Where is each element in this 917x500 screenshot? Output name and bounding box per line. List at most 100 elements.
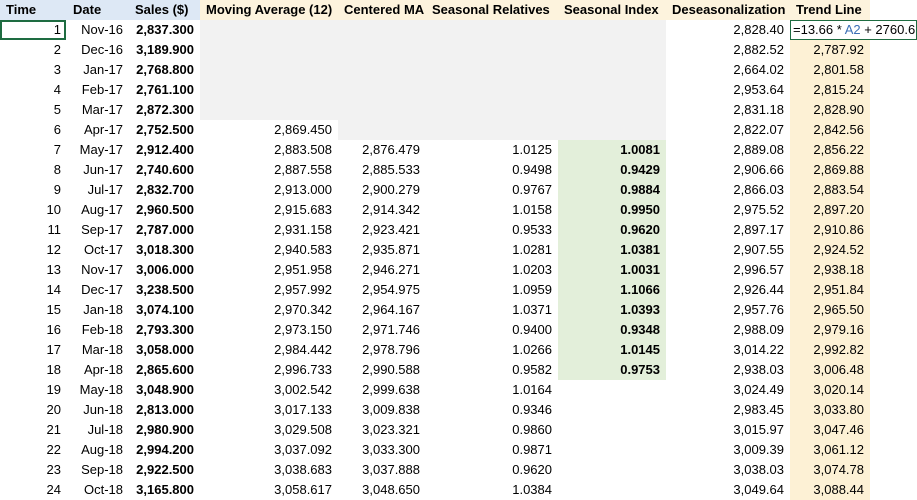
- cell-centered-ma[interactable]: 2,923.421: [362, 222, 420, 237]
- cell-trend-line[interactable]: 2,828.90: [790, 100, 870, 120]
- cell-trend-line[interactable]: 3,074.78: [790, 460, 870, 480]
- cell-seasonal-index[interactable]: [558, 420, 666, 440]
- cell-date[interactable]: Sep-18: [81, 462, 123, 477]
- cell-date[interactable]: Mar-17: [81, 102, 123, 117]
- cell-deseasonalization[interactable]: 2,975.52: [733, 202, 784, 217]
- trend-line-formula-cell[interactable]: =13.66 * A2 + 2760.6: [790, 20, 917, 40]
- cell-trend-line[interactable]: 2,842.56: [790, 120, 870, 140]
- cell-seasonal-relative[interactable]: 1.0158: [512, 202, 552, 217]
- cell-time[interactable]: 3: [53, 62, 61, 77]
- cell-date[interactable]: Mar-18: [81, 342, 123, 357]
- cell-trend-line[interactable]: 3,033.80: [790, 400, 870, 420]
- cell-moving-average[interactable]: [200, 60, 338, 80]
- cell-deseasonalization[interactable]: 3,049.64: [733, 482, 784, 497]
- cell-moving-average[interactable]: 3,038.683: [274, 462, 332, 477]
- cell-seasonal-relative[interactable]: 1.0203: [512, 262, 552, 277]
- cell-seasonal-index[interactable]: 0.9429: [558, 160, 666, 180]
- cell-moving-average[interactable]: 3,037.092: [274, 442, 332, 457]
- cell-centered-ma[interactable]: 2,978.796: [362, 342, 420, 357]
- cell-deseasonalization[interactable]: 2,828.40: [733, 22, 784, 37]
- cell-deseasonalization[interactable]: 2,907.55: [733, 242, 784, 257]
- cell-trend-line[interactable]: 2,910.86: [790, 220, 870, 240]
- cell-deseasonalization[interactable]: 2,988.09: [733, 322, 784, 337]
- cell-trend-line[interactable]: 2,965.50: [790, 300, 870, 320]
- cell-date[interactable]: Nov-17: [81, 262, 123, 277]
- cell-deseasonalization[interactable]: 2,926.44: [733, 282, 784, 297]
- cell-trend-line[interactable]: 3,061.12: [790, 440, 870, 460]
- cell-time[interactable]: 20: [46, 402, 61, 417]
- cell-centered-ma[interactable]: 3,033.300: [362, 442, 420, 457]
- cell-seasonal-index[interactable]: [558, 400, 666, 420]
- cell-centered-ma[interactable]: 2,935.871: [362, 242, 420, 257]
- cell-seasonal-index[interactable]: 1.1066: [558, 280, 666, 300]
- header-deseasonalization[interactable]: Deseasonalization: [666, 0, 790, 20]
- cell-date[interactable]: Jun-18: [83, 402, 123, 417]
- cell-seasonal-relative[interactable]: 0.9498: [512, 162, 552, 177]
- cell-centered-ma[interactable]: 2,914.342: [362, 202, 420, 217]
- cell-moving-average[interactable]: [200, 40, 338, 60]
- cell-seasonal-relative[interactable]: 0.9620: [512, 462, 552, 477]
- cell-sales[interactable]: 3,006.000: [136, 262, 194, 277]
- header-seasonal-index[interactable]: Seasonal Index: [558, 0, 666, 20]
- cell-trend-line[interactable]: 2,924.52: [790, 240, 870, 260]
- cell-moving-average[interactable]: 2,869.450: [274, 122, 332, 137]
- cell-time[interactable]: 5: [53, 102, 61, 117]
- cell-seasonal-relative[interactable]: [426, 80, 558, 100]
- cell-seasonal-relative[interactable]: 0.9533: [512, 222, 552, 237]
- header-moving-average[interactable]: Moving Average (12): [200, 0, 338, 20]
- cell-deseasonalization[interactable]: 2,906.66: [733, 162, 784, 177]
- cell-centered-ma[interactable]: 3,009.838: [362, 402, 420, 417]
- cell-sales[interactable]: 3,189.900: [136, 42, 194, 57]
- cell-seasonal-index[interactable]: [558, 40, 666, 60]
- cell-seasonal-relative[interactable]: [426, 120, 558, 140]
- cell-seasonal-index[interactable]: 0.9950: [558, 200, 666, 220]
- cell-time[interactable]: 15: [46, 302, 61, 317]
- cell-date[interactable]: Jan-17: [83, 62, 123, 77]
- cell-centered-ma[interactable]: 2,999.638: [362, 382, 420, 397]
- cell-trend-line[interactable]: 2,992.82: [790, 340, 870, 360]
- cell-trend-line[interactable]: 2,951.84: [790, 280, 870, 300]
- cell-date[interactable]: Feb-18: [81, 322, 123, 337]
- cell-moving-average[interactable]: 2,883.508: [274, 142, 332, 157]
- cell-time[interactable]: 24: [46, 482, 61, 497]
- cell-seasonal-relative[interactable]: 0.9346: [512, 402, 552, 417]
- cell-moving-average[interactable]: 2,970.342: [274, 302, 332, 317]
- cell-centered-ma[interactable]: [338, 40, 426, 60]
- cell-time[interactable]: 13: [46, 262, 61, 277]
- cell-seasonal-relative[interactable]: [426, 20, 558, 40]
- cell-moving-average[interactable]: 3,058.617: [274, 482, 332, 497]
- cell-seasonal-relative[interactable]: 1.0371: [512, 302, 552, 317]
- cell-moving-average[interactable]: 2,915.683: [274, 202, 332, 217]
- cell-date[interactable]: Jan-18: [83, 302, 123, 317]
- cell-sales[interactable]: 2,960.500: [136, 202, 194, 217]
- cell-moving-average[interactable]: 3,029.508: [274, 422, 332, 437]
- cell-centered-ma[interactable]: 2,885.533: [362, 162, 420, 177]
- cell-sales[interactable]: 3,018.300: [136, 242, 194, 257]
- cell-sales[interactable]: 2,922.500: [136, 462, 194, 477]
- cell-seasonal-index[interactable]: 0.9348: [558, 320, 666, 340]
- cell-time[interactable]: 4: [53, 82, 61, 97]
- cell-trend-line[interactable]: 2,856.22: [790, 140, 870, 160]
- cell-seasonal-relative[interactable]: 1.0266: [512, 342, 552, 357]
- cell-deseasonalization[interactable]: 2,957.76: [733, 302, 784, 317]
- cell-date[interactable]: Dec-17: [81, 282, 123, 297]
- cell-sales[interactable]: 2,837.300: [136, 22, 194, 37]
- cell-seasonal-relative[interactable]: 0.9582: [512, 362, 552, 377]
- cell-seasonal-relative[interactable]: [426, 40, 558, 60]
- cell-trend-line[interactable]: 2,815.24: [790, 80, 870, 100]
- cell-trend-line[interactable]: 2,938.18: [790, 260, 870, 280]
- cell-trend-line[interactable]: 2,787.92: [790, 40, 870, 60]
- cell-time[interactable]: 7: [53, 142, 61, 157]
- cell-seasonal-relative[interactable]: [426, 100, 558, 120]
- cell-seasonal-relative[interactable]: 0.9860: [512, 422, 552, 437]
- cell-sales[interactable]: 3,048.900: [136, 382, 194, 397]
- cell-moving-average[interactable]: 2,887.558: [274, 162, 332, 177]
- cell-trend-line[interactable]: 2,883.54: [790, 180, 870, 200]
- cell-centered-ma[interactable]: 2,954.975: [362, 282, 420, 297]
- cell-seasonal-index[interactable]: [558, 60, 666, 80]
- cell-sales[interactable]: 2,865.600: [136, 362, 194, 377]
- cell-seasonal-index[interactable]: 1.0381: [558, 240, 666, 260]
- cell-centered-ma[interactable]: 3,048.650: [362, 482, 420, 497]
- header-date[interactable]: Date: [67, 0, 129, 20]
- cell-sales[interactable]: 2,740.600: [136, 162, 194, 177]
